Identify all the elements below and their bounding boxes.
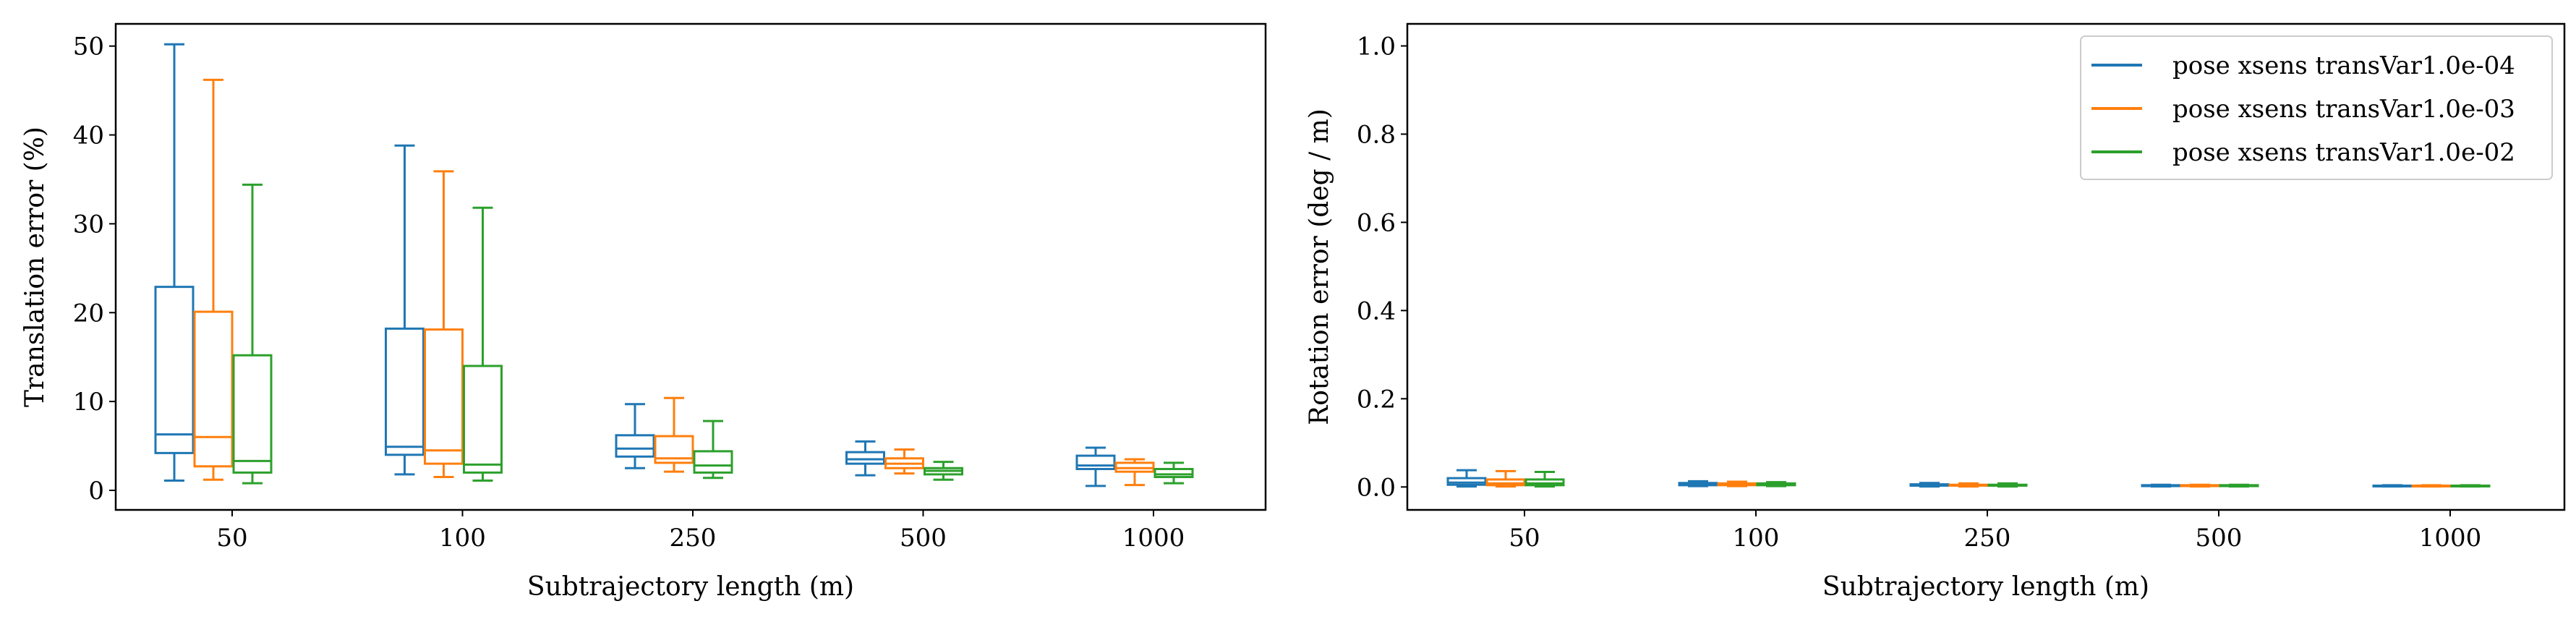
box-plot <box>463 206 503 482</box>
x-tick-label: 50 <box>216 524 247 553</box>
box-plot <box>1987 482 2028 488</box>
legend-entry-label: pose xsens transVar1.0e-03 <box>2172 95 2515 124</box>
box <box>845 451 885 465</box>
box-plot <box>1909 482 1950 488</box>
box-marks <box>1446 469 2491 488</box>
translation-error-panel: 0 10 20 30 40 50 50 100 250 500 1000 Subtrajector… <box>20 22 1267 602</box>
box-plot <box>2450 484 2491 488</box>
y-tick-label: 0.0 <box>1357 473 1396 502</box>
box-plot <box>1717 480 1757 487</box>
x-axis-label: Subtrajectory length (m) <box>527 572 854 602</box>
x-tick-label: 250 <box>1964 524 2011 553</box>
box-plot <box>2180 483 2220 488</box>
box-plot <box>1114 458 1155 487</box>
box-plot <box>1756 481 1796 487</box>
x-tick-label: 500 <box>900 524 947 553</box>
box-plot <box>1075 446 1116 487</box>
box-plot <box>2411 484 2452 488</box>
box-plot <box>693 419 733 480</box>
y-axis-label: Rotation error (deg / m) <box>1305 108 1334 425</box>
y-tick-label: 20 <box>73 299 104 328</box>
box-plot <box>654 396 694 473</box>
legend: pose xsens transVar1.0e-04 pose xsens tr… <box>2080 35 2553 180</box>
box <box>424 328 464 465</box>
y-tick-label: 0.6 <box>1357 208 1396 237</box>
x-tick-label: 500 <box>2196 524 2243 553</box>
y-tick-label: 40 <box>73 122 104 150</box>
y-tick-label: 50 <box>73 33 104 61</box>
box <box>1524 478 1565 487</box>
box <box>1446 477 1487 486</box>
x-axis-label: Subtrajectory length (m) <box>1822 572 2149 602</box>
box-plot <box>2141 483 2181 488</box>
box-plot <box>924 461 963 481</box>
box-plot <box>1948 482 1989 488</box>
box-plot <box>845 440 885 477</box>
box-plot <box>1524 471 1565 488</box>
y-axis-label: Translation error (%) <box>20 127 50 407</box>
box-plot <box>1485 469 1526 488</box>
legend-entry-label: pose xsens transVar1.0e-04 <box>2172 51 2515 80</box>
box-plot <box>1446 469 1487 488</box>
box <box>693 450 733 474</box>
y-tick-label: 30 <box>73 210 104 239</box>
box-plot <box>2372 484 2413 488</box>
box <box>463 365 503 474</box>
y-tick-label: 10 <box>73 388 104 417</box>
box-plot <box>193 78 234 481</box>
y-tick-label: 0 <box>88 477 104 506</box>
box <box>154 286 195 454</box>
box <box>385 327 425 456</box>
box-plot <box>154 43 195 482</box>
x-tick-label: 250 <box>670 524 717 553</box>
x-ticks: 50 100 250 500 1000 <box>1509 510 2481 553</box>
box <box>193 310 234 468</box>
x-tick-label: 100 <box>1733 524 1780 553</box>
box-plot <box>1678 480 1718 487</box>
x-tick-label: 100 <box>439 524 486 553</box>
box <box>654 435 694 464</box>
x-tick-label: 1000 <box>2419 524 2482 553</box>
box-marks <box>154 43 1194 487</box>
x-tick-label: 1000 <box>1122 524 1185 553</box>
box <box>232 354 273 474</box>
y-tick-label: 0.4 <box>1357 297 1396 325</box>
box-plot <box>232 183 273 485</box>
x-tick-label: 50 <box>1509 524 1540 553</box>
y-tick-label: 1.0 <box>1357 32 1396 61</box>
box-plot <box>385 144 425 476</box>
box-plot <box>884 448 924 475</box>
y-ticks: 0 10 20 30 40 50 <box>73 33 116 506</box>
x-ticks: 50 100 250 500 1000 <box>216 510 1185 553</box>
plot-frame <box>114 22 1267 511</box>
legend-entry-label: pose xsens transVar1.0e-02 <box>2172 138 2515 167</box>
box <box>1153 467 1194 479</box>
box-plot <box>2219 483 2259 488</box>
y-tick-label: 0.2 <box>1357 385 1396 414</box>
y-ticks: 0.0 0.2 0.4 0.6 0.8 1.0 <box>1357 32 1407 502</box>
y-tick-label: 0.8 <box>1357 120 1396 149</box>
box-plot <box>1153 461 1194 485</box>
box <box>1485 478 1526 487</box>
legend-frame <box>2080 35 2553 180</box>
plot-frame <box>1406 22 2566 511</box>
box <box>1075 454 1116 470</box>
box <box>615 434 655 458</box>
rotation-error-panel: 0.0 0.2 0.4 0.6 0.8 1.0 50 100 250 500 1000 Subtr… <box>1305 22 2566 602</box>
box-plot <box>424 170 464 479</box>
box-plot <box>615 403 655 469</box>
